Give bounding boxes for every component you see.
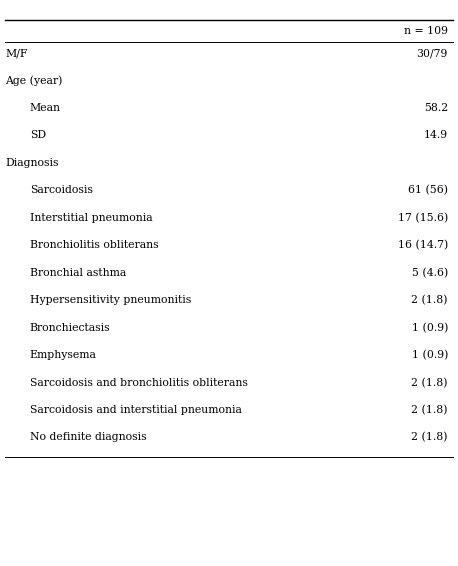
Text: Bronchiolitis obliterans: Bronchiolitis obliterans [30,240,158,250]
Text: 30/79: 30/79 [416,48,448,58]
Text: Sarcoidosis and bronchiolitis obliterans: Sarcoidosis and bronchiolitis obliterans [30,378,248,388]
Text: 17 (15.6): 17 (15.6) [398,213,448,223]
Text: Emphysema: Emphysema [30,350,97,360]
Text: Diagnosis: Diagnosis [5,158,59,168]
Text: Sarcoidosis and interstitial pneumonia: Sarcoidosis and interstitial pneumonia [30,405,242,415]
Text: M/F: M/F [5,48,28,58]
Text: 61 (56): 61 (56) [408,185,448,196]
Text: SD: SD [30,130,46,140]
Text: No definite diagnosis: No definite diagnosis [30,432,147,443]
Text: Interstitial pneumonia: Interstitial pneumonia [30,213,153,223]
Text: 14.9: 14.9 [424,130,448,140]
Text: 2 (1.8): 2 (1.8) [411,405,448,415]
Text: 16 (14.7): 16 (14.7) [398,240,448,251]
Text: 1 (0.9): 1 (0.9) [412,350,448,361]
Text: Age (year): Age (year) [5,75,63,86]
Text: 5 (4.6): 5 (4.6) [412,268,448,278]
Text: 58.2: 58.2 [424,103,448,113]
Text: Bronchiectasis: Bronchiectasis [30,323,110,333]
Text: Mean: Mean [30,103,61,113]
Text: n = 109: n = 109 [404,26,448,36]
Text: Bronchial asthma: Bronchial asthma [30,268,126,278]
Text: 2 (1.8): 2 (1.8) [411,378,448,388]
Text: Sarcoidosis: Sarcoidosis [30,185,93,195]
Text: Hypersensitivity pneumonitis: Hypersensitivity pneumonitis [30,295,191,305]
Text: 2 (1.8): 2 (1.8) [411,295,448,306]
Text: 2 (1.8): 2 (1.8) [411,432,448,443]
Text: 1 (0.9): 1 (0.9) [412,323,448,333]
